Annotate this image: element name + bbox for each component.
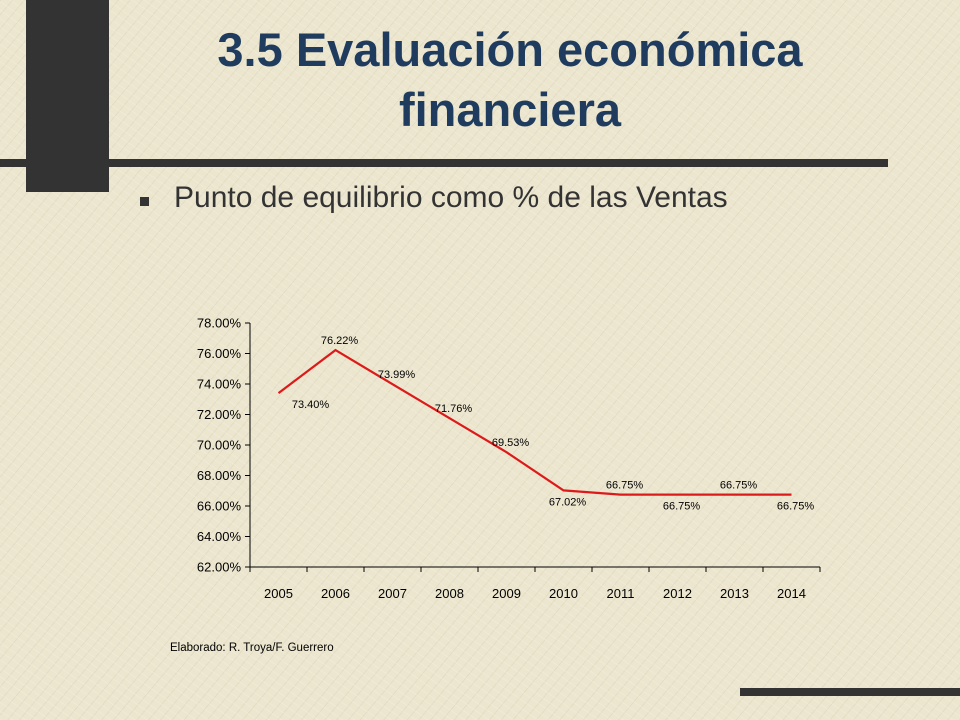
x-tick-label: 2009 <box>492 586 521 601</box>
y-tick-label: 66.00% <box>197 499 242 514</box>
x-tick-label: 2012 <box>663 586 692 601</box>
bullet-text: Punto de equilibrio como % de las Ventas <box>174 181 728 214</box>
chart-axes <box>249 323 820 568</box>
x-tick-label: 2007 <box>378 586 407 601</box>
bullet-item: Punto de equilibrio como % de las Ventas <box>140 180 870 216</box>
y-axis-ticks: 62.00% 64.00% 66.00% 68.00% 70.00% 72.00% 74.0… <box>197 316 250 575</box>
title-underline <box>0 159 888 167</box>
y-tick-label: 74.00% <box>197 377 242 392</box>
data-label: 66.75% <box>777 501 815 513</box>
data-label: 73.40% <box>292 399 330 411</box>
data-label: 73.99% <box>378 369 416 381</box>
x-tick-label: 2014 <box>777 586 806 601</box>
data-label: 67.02% <box>549 496 587 508</box>
x-tick-label: 2013 <box>720 586 749 601</box>
y-tick-label: 68.00% <box>197 468 242 483</box>
bottom-accent-rule <box>740 688 960 696</box>
data-label: 66.75% <box>606 480 644 492</box>
source-footnote: Elaborado: R. Troya/F. Guerrero <box>170 642 334 654</box>
series-line <box>277 348 792 496</box>
x-tick-label: 2011 <box>607 586 635 601</box>
y-tick-label: 64.00% <box>197 529 242 544</box>
y-tick-label: 72.00% <box>197 407 242 422</box>
data-labels: 73.40% 76.22% 73.99% 71.76% 69.53% 67.02% 66.7… <box>292 335 815 512</box>
square-bullet-icon <box>140 197 149 206</box>
x-tick-label: 2010 <box>549 586 578 601</box>
data-label: 71.76% <box>435 403 473 415</box>
x-tick-label: 2005 <box>264 586 293 601</box>
x-tick-label: 2008 <box>435 586 464 601</box>
data-label: 69.53% <box>492 437 530 449</box>
y-tick-label: 70.00% <box>197 438 242 453</box>
data-label: 66.75% <box>720 480 758 492</box>
y-tick-label: 76.00% <box>197 346 242 361</box>
slide-title: 3.5 Evaluación económica financiera <box>217 23 803 136</box>
y-tick-label: 78.00% <box>197 316 242 331</box>
y-tick-label: 62.00% <box>197 560 242 575</box>
x-axis-ticks: 2005 2006 2007 2008 2009 2010 2011 2012 2013 2014 <box>249 567 821 601</box>
x-tick-label: 2006 <box>321 586 350 601</box>
series-line-group <box>277 348 792 496</box>
data-label: 76.22% <box>321 335 359 347</box>
data-label: 66.75% <box>663 501 701 513</box>
